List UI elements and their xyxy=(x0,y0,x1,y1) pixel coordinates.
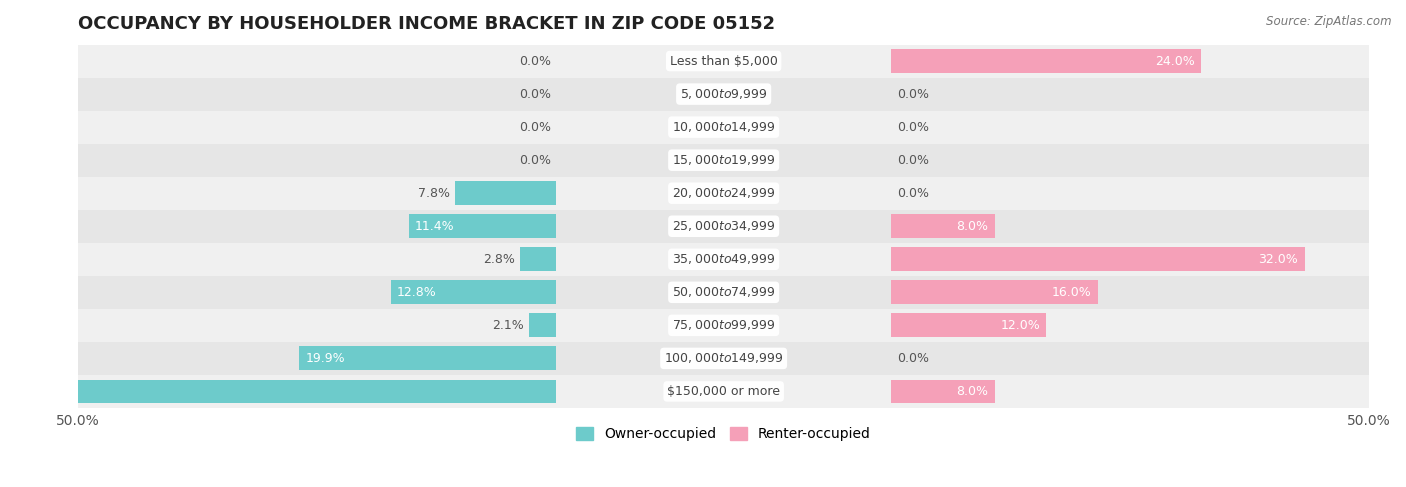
Bar xyxy=(79,111,1369,144)
Text: 16.0%: 16.0% xyxy=(1052,286,1091,299)
Text: 12.0%: 12.0% xyxy=(1000,319,1040,332)
Text: 0.0%: 0.0% xyxy=(519,121,551,133)
Text: 8.0%: 8.0% xyxy=(956,385,988,398)
Bar xyxy=(891,281,1098,304)
Bar xyxy=(79,375,1369,408)
Bar xyxy=(79,276,1369,309)
Text: 0.0%: 0.0% xyxy=(897,154,928,167)
Text: 43.3%: 43.3% xyxy=(3,385,44,398)
Text: 0.0%: 0.0% xyxy=(519,55,551,68)
Text: 19.9%: 19.9% xyxy=(305,352,344,365)
Bar xyxy=(79,177,1369,210)
Bar xyxy=(79,210,1369,243)
Bar xyxy=(79,77,1369,111)
Text: Source: ZipAtlas.com: Source: ZipAtlas.com xyxy=(1267,15,1392,28)
Text: 2.8%: 2.8% xyxy=(482,253,515,266)
Bar xyxy=(391,281,555,304)
Legend: Owner-occupied, Renter-occupied: Owner-occupied, Renter-occupied xyxy=(571,422,876,447)
Bar xyxy=(891,49,1201,73)
Text: $15,000 to $19,999: $15,000 to $19,999 xyxy=(672,153,776,167)
Text: 0.0%: 0.0% xyxy=(897,187,928,200)
Text: $50,000 to $74,999: $50,000 to $74,999 xyxy=(672,285,776,300)
Text: 24.0%: 24.0% xyxy=(1156,55,1195,68)
Text: 32.0%: 32.0% xyxy=(1258,253,1298,266)
Bar xyxy=(891,314,1046,337)
Text: OCCUPANCY BY HOUSEHOLDER INCOME BRACKET IN ZIP CODE 05152: OCCUPANCY BY HOUSEHOLDER INCOME BRACKET … xyxy=(79,15,775,33)
Bar xyxy=(456,181,555,205)
Text: $25,000 to $34,999: $25,000 to $34,999 xyxy=(672,219,776,233)
Bar xyxy=(79,309,1369,342)
Bar xyxy=(79,342,1369,375)
Text: $20,000 to $24,999: $20,000 to $24,999 xyxy=(672,186,776,200)
Text: $35,000 to $49,999: $35,000 to $49,999 xyxy=(672,252,776,266)
Text: $5,000 to $9,999: $5,000 to $9,999 xyxy=(681,87,768,101)
Bar xyxy=(520,247,555,271)
Bar xyxy=(79,144,1369,177)
Bar xyxy=(529,314,555,337)
Text: 2.1%: 2.1% xyxy=(492,319,523,332)
Text: 8.0%: 8.0% xyxy=(956,220,988,233)
Bar xyxy=(891,247,1305,271)
Bar xyxy=(409,214,555,238)
Text: $150,000 or more: $150,000 or more xyxy=(668,385,780,398)
Bar xyxy=(891,214,995,238)
Bar xyxy=(79,243,1369,276)
Text: 11.4%: 11.4% xyxy=(415,220,454,233)
Bar xyxy=(0,379,555,403)
Text: 7.8%: 7.8% xyxy=(418,187,450,200)
Text: 0.0%: 0.0% xyxy=(519,154,551,167)
Text: 0.0%: 0.0% xyxy=(897,352,928,365)
Text: $100,000 to $149,999: $100,000 to $149,999 xyxy=(664,352,783,365)
Bar xyxy=(299,346,555,370)
Text: 0.0%: 0.0% xyxy=(897,88,928,101)
Bar xyxy=(79,44,1369,77)
Text: Less than $5,000: Less than $5,000 xyxy=(669,55,778,68)
Text: 0.0%: 0.0% xyxy=(897,121,928,133)
Bar xyxy=(891,379,995,403)
Text: $10,000 to $14,999: $10,000 to $14,999 xyxy=(672,120,776,134)
Text: 0.0%: 0.0% xyxy=(519,88,551,101)
Text: $75,000 to $99,999: $75,000 to $99,999 xyxy=(672,318,776,332)
Text: 12.8%: 12.8% xyxy=(396,286,437,299)
